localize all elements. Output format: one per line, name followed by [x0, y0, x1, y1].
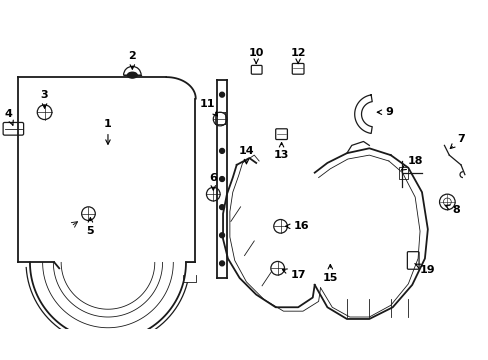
FancyBboxPatch shape [398, 167, 407, 179]
Text: 3: 3 [41, 90, 48, 108]
Text: 4: 4 [4, 109, 13, 125]
Circle shape [206, 187, 220, 201]
Text: 14: 14 [238, 146, 254, 164]
Circle shape [81, 207, 95, 220]
FancyBboxPatch shape [292, 63, 304, 74]
Wedge shape [123, 66, 141, 75]
Circle shape [439, 194, 454, 210]
Circle shape [219, 177, 224, 181]
Text: 8: 8 [444, 205, 459, 215]
Circle shape [219, 261, 224, 266]
Circle shape [213, 112, 226, 126]
Text: 16: 16 [285, 221, 308, 231]
Circle shape [219, 148, 224, 153]
Circle shape [443, 198, 450, 206]
Circle shape [219, 205, 224, 210]
Text: 17: 17 [282, 269, 305, 280]
FancyBboxPatch shape [251, 66, 262, 74]
Circle shape [37, 105, 52, 120]
Text: 5: 5 [86, 218, 94, 236]
Text: 6: 6 [209, 172, 217, 190]
FancyBboxPatch shape [275, 129, 287, 140]
Text: 9: 9 [376, 107, 392, 117]
Circle shape [270, 261, 284, 275]
Text: 13: 13 [273, 143, 289, 160]
Ellipse shape [127, 72, 137, 78]
Circle shape [273, 220, 287, 233]
Text: 19: 19 [414, 264, 435, 275]
Text: 12: 12 [290, 48, 305, 64]
Circle shape [219, 92, 224, 97]
Text: 15: 15 [322, 265, 337, 283]
Text: 11: 11 [199, 99, 217, 116]
Text: 7: 7 [449, 134, 464, 148]
FancyBboxPatch shape [407, 252, 418, 269]
Text: 10: 10 [248, 48, 264, 64]
Text: 18: 18 [401, 156, 422, 170]
Text: 2: 2 [128, 51, 136, 69]
Circle shape [219, 120, 224, 125]
FancyBboxPatch shape [3, 122, 23, 135]
Circle shape [219, 233, 224, 238]
Text: 1: 1 [104, 119, 112, 144]
